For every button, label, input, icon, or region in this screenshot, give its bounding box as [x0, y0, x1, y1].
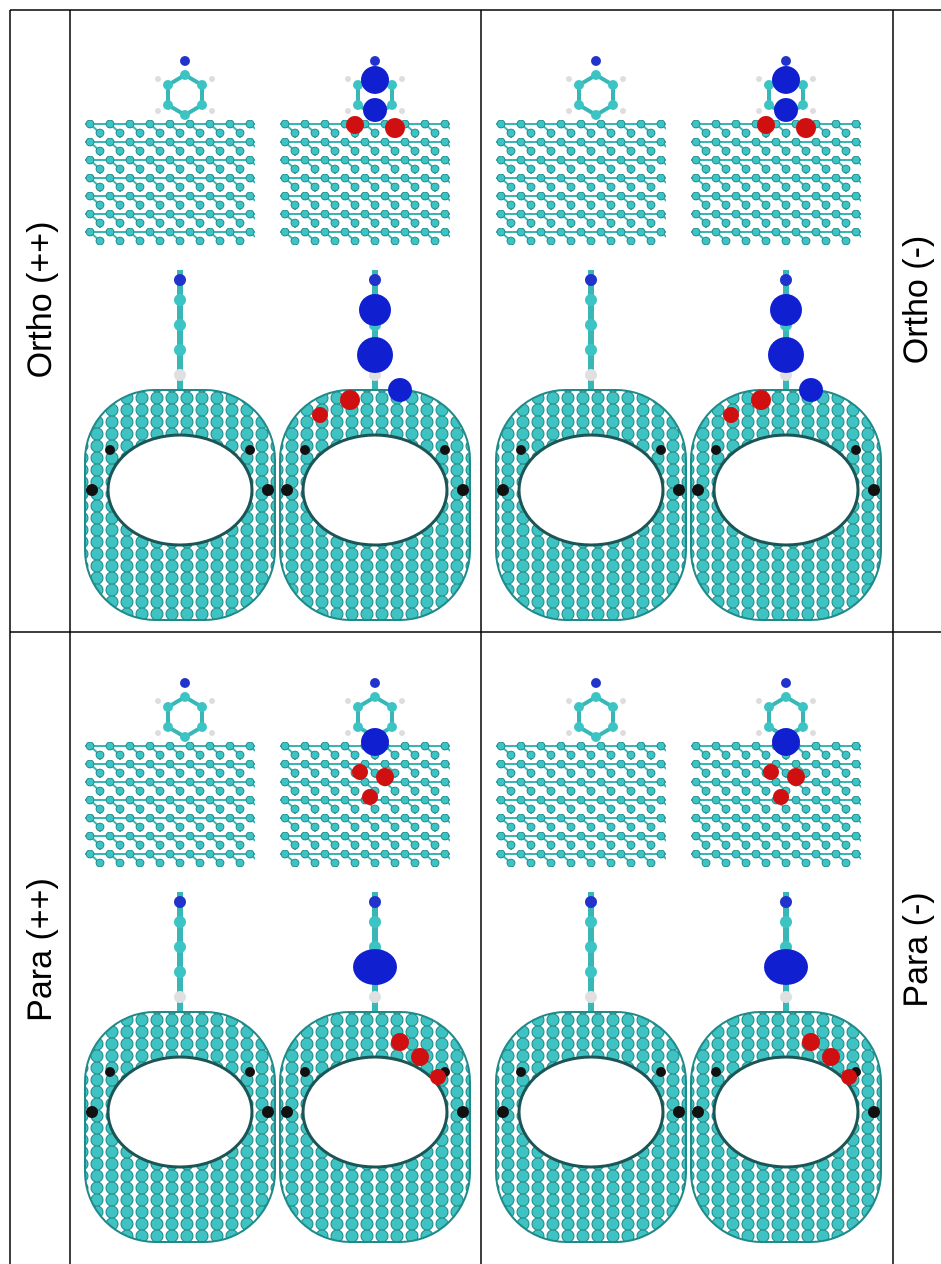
row-label: Para (-) [897, 892, 935, 1007]
structure-ortho-m [496, 56, 881, 620]
row-label: Para (++) [21, 878, 59, 1022]
structure-para-m [496, 678, 881, 1242]
row-label: Ortho (-) [897, 236, 935, 364]
structure-para-pp [85, 678, 470, 1242]
figure: Ortho (++) Ortho (-) Para (++) Para (-) [0, 0, 941, 1264]
row-label: Ortho (++) [21, 222, 59, 379]
structure-ortho-pp [85, 56, 470, 620]
